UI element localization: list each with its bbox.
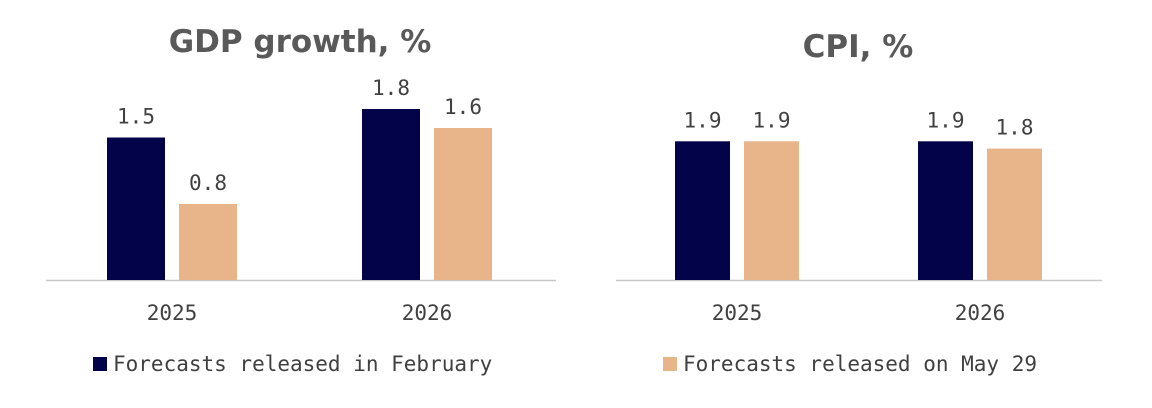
legend-item-may29: Forecasts released on May 29 [663,352,1037,376]
legend-swatch-may29 [663,357,677,371]
legend-item-february: Forecasts released in February [93,352,492,376]
gdp-chart: GDP growth, % 1.5 0.8 2025 1.8 1.6 2026 [46,24,556,325]
cpi-x-tick-label-2025: 2025 [712,301,763,325]
cpi-chart: CPI, % 1.9 1.9 2025 1.9 1.8 2026 [616,29,1102,325]
gdp-data-label-2025-series-2: 0.8 [189,171,227,195]
gdp-bar-2026-series-2 [434,128,492,280]
cpi-chart-title: CPI, % [803,29,914,65]
gdp-x-tick-label-2026: 2026 [402,301,453,325]
gdp-bar-2025-series-1 [107,137,165,280]
legend-swatch-february [93,357,107,371]
gdp-data-label-2026-series-2: 1.6 [444,95,482,119]
cpi-data-label-2025-series-1: 1.9 [684,108,722,132]
cpi-x-tick-label-2026: 2026 [955,301,1006,325]
gdp-x-tick-label-2025: 2025 [147,301,198,325]
cpi-bar-2026-series-2 [987,148,1042,280]
gdp-bar-2026-series-1 [362,109,420,280]
gdp-bar-2025-series-2 [179,204,237,280]
cpi-data-label-2026-series-1: 1.9 [927,108,965,132]
gdp-chart-title: GDP growth, % [169,24,432,60]
gdp-data-label-2025-series-1: 1.5 [117,105,155,129]
gdp-data-label-2026-series-1: 1.8 [372,76,410,100]
cpi-data-label-2026-series-2: 1.8 [996,116,1034,140]
cpi-data-label-2025-series-2: 1.9 [753,108,791,132]
cpi-bar-2025-series-1 [675,141,730,280]
cpi-bar-2026-series-1 [918,141,973,280]
cpi-bar-2025-series-2 [744,141,799,280]
legend-label-february: Forecasts released in February [113,352,493,376]
legend-label-may29: Forecasts released on May 29 [683,352,1038,376]
